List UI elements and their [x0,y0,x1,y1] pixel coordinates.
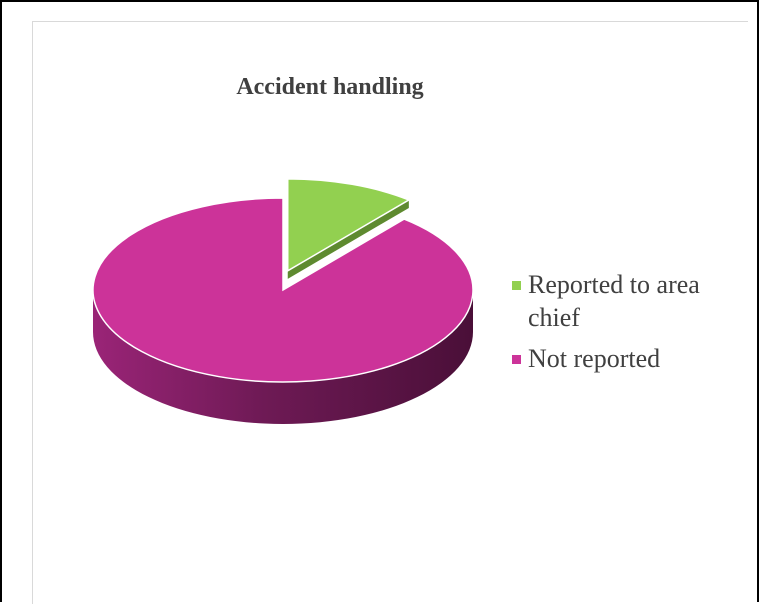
chart-title: Accident handling [236,74,424,100]
pie-side-1 [93,290,473,424]
legend-label-not-reported: Not reported [528,344,661,373]
legend-swatch-not-reported [512,355,521,364]
legend-label-reported: Reported to area chief [528,270,700,332]
legend-swatch-reported [512,281,521,290]
chart-area [32,21,748,604]
pie-slice-1 [92,197,474,383]
legend: Reported to area chief Not reported [512,268,752,383]
legend-item-not-reported: Not reported [512,342,752,375]
legend-item-reported: Reported to area chief [512,268,752,334]
pie-slice-0 [286,178,411,273]
pie-edge-0 [287,199,409,279]
